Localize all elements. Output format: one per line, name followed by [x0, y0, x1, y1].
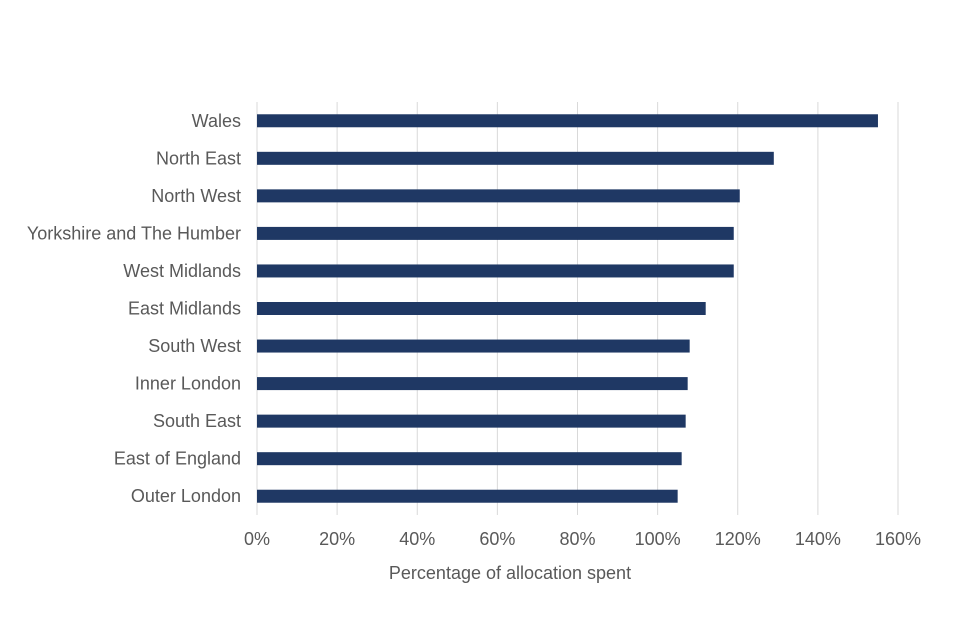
x-axis-title: Percentage of allocation spent [389, 563, 631, 583]
bar [257, 114, 878, 128]
category-label: North West [151, 186, 241, 206]
category-label: West Midlands [123, 261, 241, 281]
bar [257, 151, 774, 165]
bar [257, 414, 686, 428]
category-label: Outer London [131, 486, 241, 506]
category-labels: Wales North East North West Yorkshire and T… [27, 111, 241, 506]
category-label: East Midlands [128, 299, 241, 319]
x-tick-label: 40% [399, 529, 435, 549]
category-label: Inner London [135, 374, 241, 394]
category-label: South West [148, 336, 241, 356]
bar [257, 302, 706, 315]
bar [257, 189, 740, 203]
bar [257, 489, 678, 503]
bar [257, 264, 734, 278]
x-tick-label: 60% [479, 529, 515, 549]
x-tick-label: 160% [875, 529, 921, 549]
x-tick-label: 0% [244, 529, 270, 549]
x-tick-label: 20% [319, 529, 355, 549]
bars [257, 114, 878, 503]
x-tick-label: 140% [795, 529, 841, 549]
bar [257, 226, 734, 240]
x-tick-label: 120% [715, 529, 761, 549]
category-label: East of England [114, 449, 241, 469]
category-label: South East [153, 411, 241, 431]
bar [257, 452, 682, 466]
category-label: Wales [192, 111, 241, 131]
x-tick-label: 100% [635, 529, 681, 549]
bar [257, 339, 690, 353]
category-label: North East [156, 148, 241, 168]
x-tick-label: 80% [559, 529, 595, 549]
x-tick-labels: 0% 20% 40% 60% 80% 100% 120% 140% 160% [244, 529, 921, 549]
category-label: Yorkshire and The Humber [27, 223, 241, 243]
bar [257, 377, 688, 391]
